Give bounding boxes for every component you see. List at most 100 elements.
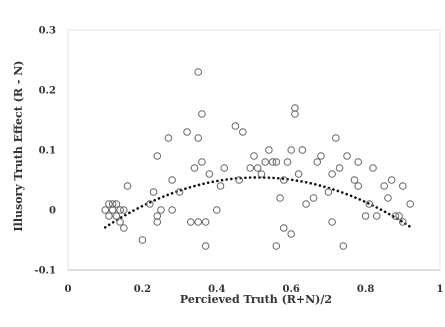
data-point [399, 218, 407, 226]
trendline [103, 176, 412, 229]
data-point [387, 176, 396, 184]
data-point [313, 158, 322, 166]
data-point [116, 206, 124, 214]
data-point [302, 200, 310, 208]
data-point [268, 158, 277, 166]
data-point [279, 176, 288, 184]
trendline-group [103, 176, 412, 229]
data-point [406, 200, 415, 208]
data-point [116, 218, 124, 226]
data-point [317, 152, 325, 160]
data-point [335, 164, 344, 172]
data-point [168, 176, 176, 184]
data-point [108, 206, 117, 214]
data-point [265, 146, 273, 154]
data-point [198, 158, 206, 166]
data-point [153, 212, 162, 220]
data-point [332, 134, 340, 142]
data-point [201, 218, 210, 226]
data-point [164, 134, 173, 142]
data-point [257, 170, 266, 178]
data-point [175, 188, 184, 196]
data-point [361, 212, 370, 220]
data-point [153, 152, 162, 160]
data-point [399, 182, 407, 190]
data-point [291, 110, 299, 118]
y-tick-label: 0 [49, 206, 56, 217]
x-tick-label: 0.2 [134, 284, 151, 295]
data-point [186, 218, 195, 226]
data-point [279, 224, 288, 232]
x-tick-label: 0.6 [282, 284, 299, 295]
data-point [324, 188, 333, 196]
data-point [287, 230, 296, 238]
data-point [272, 158, 281, 166]
data-point [149, 188, 158, 196]
data-point [365, 200, 374, 208]
data-point [283, 158, 292, 166]
x-axis-title: Percieved Truth (R+N)/2 [180, 293, 332, 306]
y-axis-ticks: -0.1 0 0.1 0.2 0.3 [34, 26, 56, 277]
data-point [294, 170, 303, 178]
data-point [350, 176, 359, 184]
data-point [391, 212, 400, 220]
data-point [235, 176, 243, 184]
plot-border [67, 29, 441, 271]
data-point [213, 206, 221, 214]
data-point [108, 200, 117, 208]
data-point [123, 182, 132, 190]
data-point [231, 122, 240, 130]
data-point [201, 242, 210, 250]
data-point [112, 200, 121, 208]
data-point [220, 164, 229, 172]
data-point [198, 110, 206, 118]
data-point [354, 158, 362, 166]
data-point [120, 206, 128, 214]
data-point [309, 194, 318, 202]
data-point [246, 164, 255, 172]
data-point [372, 212, 381, 220]
data-point [205, 170, 214, 178]
data-point [343, 152, 351, 160]
data-point [328, 218, 336, 226]
data-point [276, 194, 284, 202]
x-tick-label: 1 [437, 284, 444, 295]
data-point [190, 164, 199, 172]
data-point [239, 128, 247, 136]
data-point [157, 206, 165, 214]
x-tick-label: 0 [65, 284, 72, 295]
data-point [384, 194, 392, 202]
data-point [298, 146, 307, 154]
data-point [291, 104, 299, 112]
data-point [138, 236, 147, 244]
data-point [105, 212, 113, 220]
data-point [101, 206, 109, 214]
data-point [112, 212, 121, 220]
x-tick-label: 0.8 [357, 284, 374, 295]
data-point [253, 164, 262, 172]
data-point [380, 182, 389, 190]
data-point [339, 242, 348, 250]
data-point [354, 182, 362, 190]
data-point [194, 68, 202, 76]
data-point [272, 242, 281, 250]
y-tick-label: 0.3 [39, 26, 56, 37]
data-point [146, 200, 154, 208]
data-point [250, 152, 258, 160]
y-tick-label: 0.2 [39, 86, 56, 97]
data-point [194, 218, 202, 226]
data-point [216, 182, 225, 190]
data-point [105, 200, 113, 208]
data-point [183, 128, 191, 136]
data-point [168, 206, 176, 214]
data-point [194, 134, 202, 142]
y-tick-label: -0.1 [34, 266, 56, 277]
x-tick-label: 0.4 [208, 284, 225, 295]
data-point [395, 212, 403, 220]
y-tick-label: 0.1 [39, 146, 56, 157]
plot-area [67, 29, 441, 271]
data-points [101, 68, 415, 250]
y-axis-title: Illusory Truth Effect (R - N) [12, 61, 25, 232]
data-point [120, 224, 128, 232]
